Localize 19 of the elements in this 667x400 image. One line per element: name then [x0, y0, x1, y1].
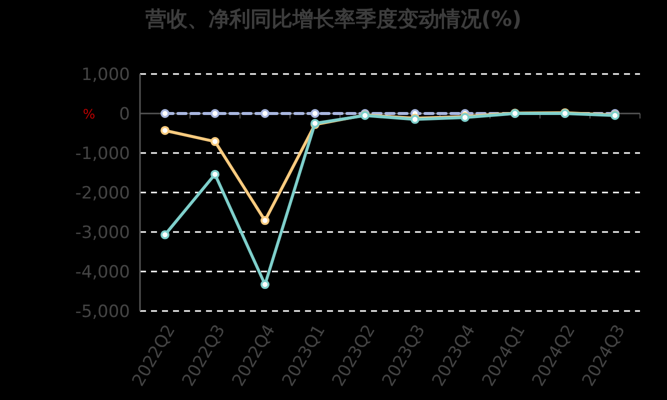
y-tick-label: -3,000 — [75, 223, 130, 243]
point — [310, 109, 320, 118]
chart-title: 营收、净利同比增长率季度变动情况(%) — [144, 7, 522, 31]
y-tick-label: -5,000 — [75, 302, 130, 322]
point — [210, 170, 220, 179]
y-tick-label: 1,000 — [81, 65, 130, 85]
point — [210, 137, 220, 146]
point — [160, 126, 170, 135]
point — [260, 280, 270, 290]
y-tick-label: -2,000 — [75, 184, 130, 204]
point — [160, 109, 170, 118]
point — [160, 230, 170, 240]
y-tick-label: 0 — [119, 104, 130, 124]
y-tick-label: -4,000 — [75, 262, 130, 282]
y-tick-label: -1,000 — [75, 144, 130, 164]
point — [260, 109, 270, 118]
point — [210, 109, 220, 118]
y-axis-title: % — [82, 108, 96, 122]
point — [260, 216, 270, 226]
